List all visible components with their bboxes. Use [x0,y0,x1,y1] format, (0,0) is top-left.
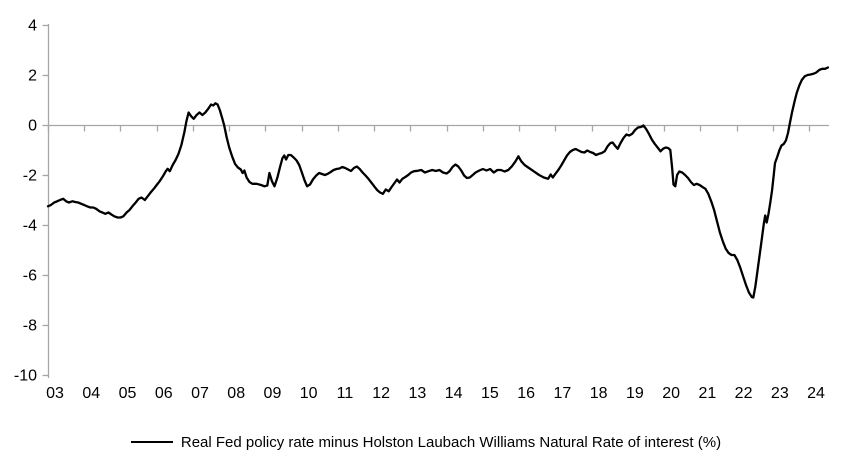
y-tick-label: -6 [23,268,37,285]
x-tick-label: 12 [372,385,390,402]
y-tick-label: -2 [23,168,37,185]
x-tick-label: 16 [517,385,535,402]
x-tick-label: 03 [46,385,64,402]
x-tick-label: 06 [155,385,173,402]
plot-svg: 03 04 05 06 07 08 09 10 11 12 13 14 15 16 17 18 19 20 21 22… [14,18,830,402]
y-tick-label: -8 [23,318,37,335]
x-tick-label: 13 [409,385,427,402]
x-tick-label: 22 [735,385,753,402]
x-tick-label: 17 [553,385,571,402]
x-tick-label: 08 [227,385,245,402]
x-tick-label: 11 [337,385,354,402]
x-tick-label: 05 [119,385,137,402]
x-tick-label: 04 [82,385,100,402]
legend-line-icon [130,441,173,443]
x-tick-label: 21 [698,385,716,402]
y-tick-label: 4 [28,18,37,35]
legend: Real Fed policy rate minus Holston Lauba… [0,432,852,452]
series-line [46,66,830,299]
x-tick-label: 20 [662,385,680,402]
y-tick-label: -10 [14,368,37,385]
legend-label: Real Fed policy rate minus Holston Lauba… [180,433,722,451]
y-tick-label: 0 [28,118,37,135]
x-tick-label: 19 [626,385,644,402]
x-tick-label: 09 [264,385,282,402]
x-tick-label: 14 [445,385,463,402]
x-tick-label: 10 [300,385,318,402]
y-tick-label: -4 [23,218,37,235]
x-tick-label: 23 [771,385,789,402]
x-tick-label: 07 [191,385,209,402]
x-tick-label: 15 [481,385,499,402]
x-tick-label: 24 [807,385,825,402]
y-tick-label: 2 [28,68,37,85]
x-tick-label: 18 [590,385,608,402]
